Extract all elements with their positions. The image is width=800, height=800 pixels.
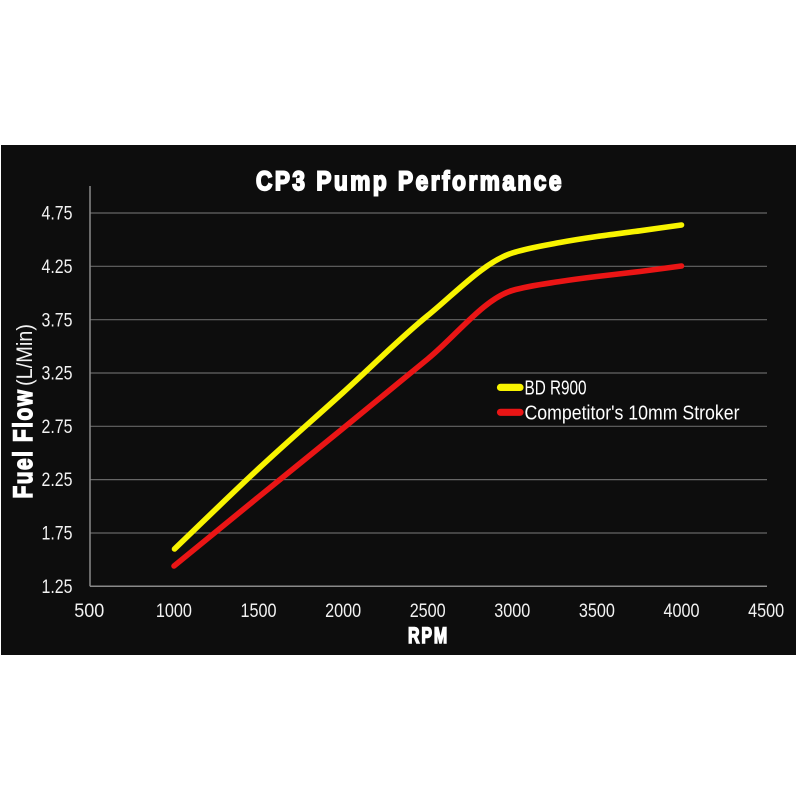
svg-text:4500: 4500 [748, 600, 784, 622]
svg-text:1.25: 1.25 [42, 576, 73, 598]
svg-text:3000: 3000 [494, 600, 530, 622]
svg-text:RPM: RPM [408, 623, 449, 648]
svg-text:2.25: 2.25 [42, 469, 73, 491]
svg-text:500: 500 [74, 600, 104, 622]
svg-text:BD R900: BD R900 [525, 378, 587, 400]
svg-text:1000: 1000 [156, 600, 192, 622]
svg-text:3500: 3500 [579, 600, 615, 622]
svg-text:4.75: 4.75 [42, 203, 73, 225]
svg-text:CP3 Pump Performance: CP3 Pump Performance [256, 166, 564, 196]
svg-text:Competitor's 10mm Stroker: Competitor's 10mm Stroker [525, 403, 740, 425]
svg-text:Fuel Flow: Fuel Flow [8, 389, 38, 499]
svg-text:(L/Min): (L/Min) [12, 324, 37, 386]
svg-text:1.75: 1.75 [42, 523, 73, 545]
svg-text:2500: 2500 [410, 600, 446, 622]
svg-text:2000: 2000 [325, 600, 361, 622]
svg-text:2.75: 2.75 [42, 416, 73, 438]
svg-text:3.25: 3.25 [42, 363, 73, 385]
svg-text:4000: 4000 [664, 600, 700, 622]
svg-text:3.75: 3.75 [42, 309, 73, 331]
svg-text:4.25: 4.25 [42, 256, 73, 278]
svg-text:1500: 1500 [241, 600, 277, 622]
